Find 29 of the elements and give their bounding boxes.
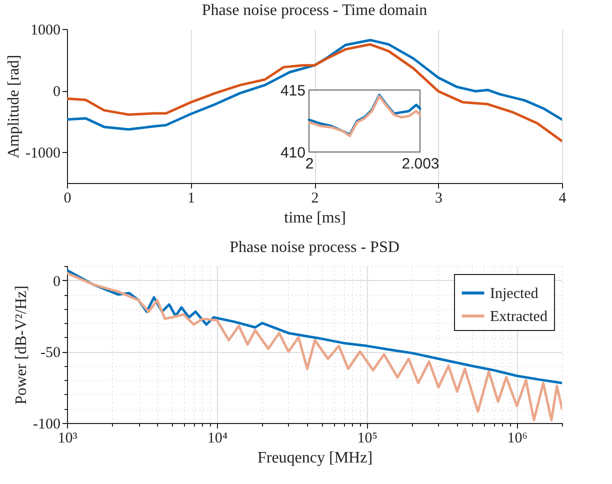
y-tick-label: 415 (280, 82, 306, 100)
x-tick-label: 10⁵ (357, 430, 378, 446)
x-tick-label: 10³ (58, 430, 78, 446)
x-tick-label: 2 (305, 156, 314, 172)
x-axis-title: time [ms] (284, 210, 346, 226)
x-axis-title: Freuqency [MHz] (257, 450, 373, 466)
x-tick-label: 0 (64, 190, 72, 206)
y-tick-label: -100 (33, 416, 60, 432)
x-tick-label: 1 (188, 190, 195, 206)
x-tick-label: 3 (435, 190, 442, 206)
y-tick-label: 0 (53, 274, 60, 290)
chart-title: Phase noise process - Time domain (202, 2, 428, 19)
y-tick-label: 410 (280, 144, 306, 162)
legend-label: Injected (490, 286, 539, 302)
y-axis-title: Power [dB-V²/Hz] (13, 286, 30, 404)
x-tick-label: 4 (558, 190, 567, 206)
y-tick-label: -50 (40, 345, 60, 362)
y-axis-title: Amplitude [rad] (6, 54, 23, 158)
y-tick-label: -1000 (26, 146, 60, 162)
line-series (67, 38, 562, 131)
chart-title: Phase noise process - PSD (230, 239, 400, 256)
line-series (67, 43, 562, 142)
y-tick-label: 0 (53, 84, 60, 100)
y-tick-label: 1000 (30, 22, 60, 38)
x-tick-label: 2.003 (402, 156, 440, 172)
x-tick-label: 2 (311, 190, 319, 206)
x-tick-label: 10⁴ (207, 430, 228, 446)
legend-label: Extracted (490, 309, 548, 325)
x-tick-label: 10⁶ (507, 430, 528, 446)
